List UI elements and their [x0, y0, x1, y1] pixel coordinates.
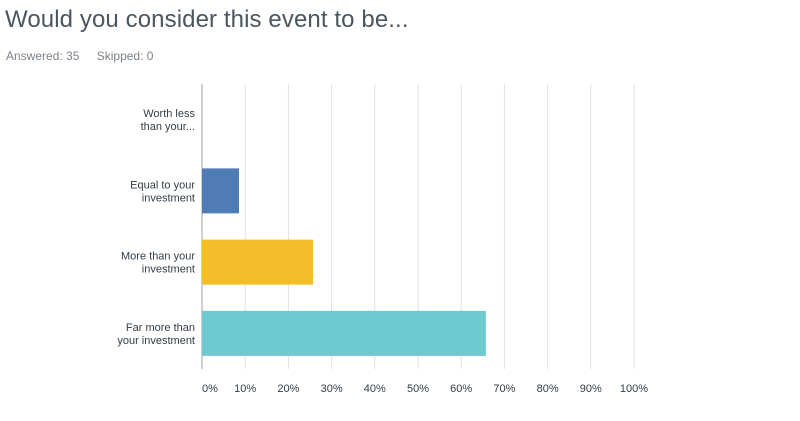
bar — [202, 168, 240, 214]
category-label: your investment — [117, 335, 195, 347]
category-label: than your... — [141, 121, 195, 133]
x-tick-label: 30% — [321, 383, 343, 395]
category-label: Equal to your — [130, 179, 195, 191]
category-label: Far more than — [126, 322, 195, 334]
x-tick-label: 50% — [407, 383, 429, 395]
x-tick-label: 100% — [620, 383, 648, 395]
question-title: Would you consider this event to be... — [5, 6, 409, 33]
x-tick-label: 70% — [493, 383, 515, 395]
x-tick-label: 0% — [202, 383, 218, 395]
x-tick-label: 60% — [450, 383, 472, 395]
bar — [202, 239, 314, 285]
response-stats: Answered: 35 Skipped: 0 — [6, 49, 167, 63]
skipped-count: Skipped: 0 — [96, 49, 154, 63]
x-tick-label: 10% — [234, 383, 256, 395]
x-tick-label: 40% — [364, 383, 386, 395]
category-label: More than your — [121, 251, 195, 263]
x-tick-label: 20% — [277, 383, 299, 395]
x-tick-label: 90% — [580, 383, 602, 395]
bar — [202, 310, 486, 356]
answered-count: Answered: 35 — [6, 49, 80, 63]
x-tick-label: 80% — [537, 383, 559, 395]
category-label: investment — [142, 192, 195, 204]
category-label: investment — [142, 264, 195, 276]
category-label: Worth less — [143, 108, 195, 120]
